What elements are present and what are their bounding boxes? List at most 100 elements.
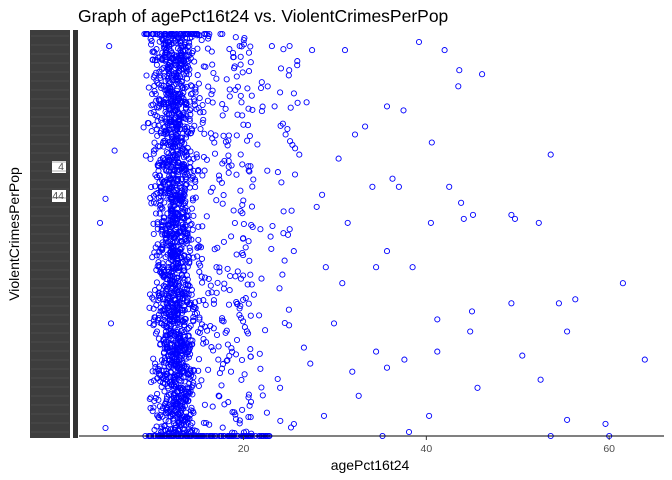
data-point	[154, 54, 162, 61]
data-point	[245, 49, 253, 56]
data-point	[184, 299, 191, 306]
data-point	[239, 406, 246, 413]
data-point	[247, 414, 254, 421]
data-point	[555, 300, 562, 307]
data-point	[225, 169, 232, 176]
data-point	[178, 165, 185, 172]
data-point	[225, 137, 232, 144]
data-point	[228, 345, 235, 352]
y-tick-marks-mass	[73, 30, 78, 438]
data-point	[155, 122, 162, 129]
data-point	[155, 259, 162, 266]
data-point	[149, 368, 156, 375]
data-point	[195, 236, 202, 243]
data-point	[172, 422, 179, 429]
data-point	[225, 132, 232, 139]
data-point	[156, 403, 163, 410]
data-point	[195, 243, 202, 250]
data-point	[162, 190, 169, 197]
data-point	[446, 183, 453, 190]
data-point	[159, 272, 166, 279]
data-point	[210, 297, 217, 304]
data-point	[178, 168, 185, 175]
data-point	[180, 399, 187, 406]
data-point	[152, 30, 159, 38]
data-point	[201, 323, 209, 330]
data-point	[344, 219, 351, 226]
data-point	[264, 167, 271, 174]
data-point	[181, 267, 188, 274]
data-point	[147, 110, 154, 117]
data-point	[175, 267, 182, 274]
data-point	[198, 273, 205, 280]
data-point	[245, 391, 252, 398]
data-point	[152, 360, 159, 367]
y-axis-label: ViolentCrimesPerPop	[6, 167, 22, 301]
data-point	[173, 71, 180, 78]
data-point	[174, 74, 181, 81]
data-point	[184, 384, 191, 391]
data-point	[162, 328, 169, 335]
data-point	[106, 43, 113, 50]
data-point	[221, 280, 228, 287]
data-point	[173, 242, 180, 250]
data-point	[203, 419, 210, 427]
data-point	[160, 143, 167, 150]
data-point	[208, 289, 215, 296]
data-point	[191, 30, 198, 38]
data-point	[219, 112, 226, 119]
data-point	[178, 148, 185, 155]
data-point	[169, 51, 176, 58]
data-point	[177, 254, 184, 261]
data-point	[349, 368, 356, 375]
data-point	[157, 371, 164, 378]
data-point	[173, 259, 180, 266]
data-point	[196, 297, 203, 304]
data-point	[207, 188, 214, 195]
data-point	[286, 42, 293, 50]
data-point	[201, 30, 208, 38]
data-point	[170, 144, 177, 151]
data-point	[181, 286, 188, 293]
data-point	[164, 190, 171, 197]
data-point	[180, 416, 187, 424]
data-point	[166, 110, 173, 117]
data-point	[242, 295, 249, 302]
data-point	[225, 152, 232, 159]
data-point	[244, 122, 252, 129]
data-point	[189, 175, 196, 182]
data-point	[178, 94, 185, 101]
data-point	[228, 233, 235, 240]
data-point	[159, 177, 166, 184]
data-point	[219, 200, 226, 207]
data-point	[207, 130, 214, 137]
data-point	[174, 102, 181, 109]
data-point	[96, 219, 104, 226]
data-point	[150, 322, 157, 329]
data-point	[146, 304, 153, 311]
data-point	[175, 168, 182, 175]
data-point	[249, 106, 256, 113]
plot-points	[96, 30, 648, 440]
data-point	[150, 296, 157, 303]
data-point	[288, 207, 295, 214]
data-point	[173, 30, 180, 38]
data-point	[208, 48, 215, 55]
data-point	[196, 314, 203, 321]
data-point	[166, 70, 173, 77]
data-point	[185, 354, 192, 361]
data-point	[285, 72, 292, 79]
data-point	[160, 163, 167, 170]
data-point	[248, 203, 256, 210]
data-point	[154, 221, 161, 228]
data-point	[284, 125, 291, 133]
data-point	[189, 49, 196, 57]
data-point	[173, 400, 180, 407]
data-point	[204, 45, 211, 52]
data-point	[168, 274, 175, 281]
data-point	[186, 390, 193, 397]
data-point	[286, 67, 293, 74]
data-point	[239, 112, 246, 119]
data-point	[178, 134, 185, 141]
data-point	[169, 94, 176, 101]
